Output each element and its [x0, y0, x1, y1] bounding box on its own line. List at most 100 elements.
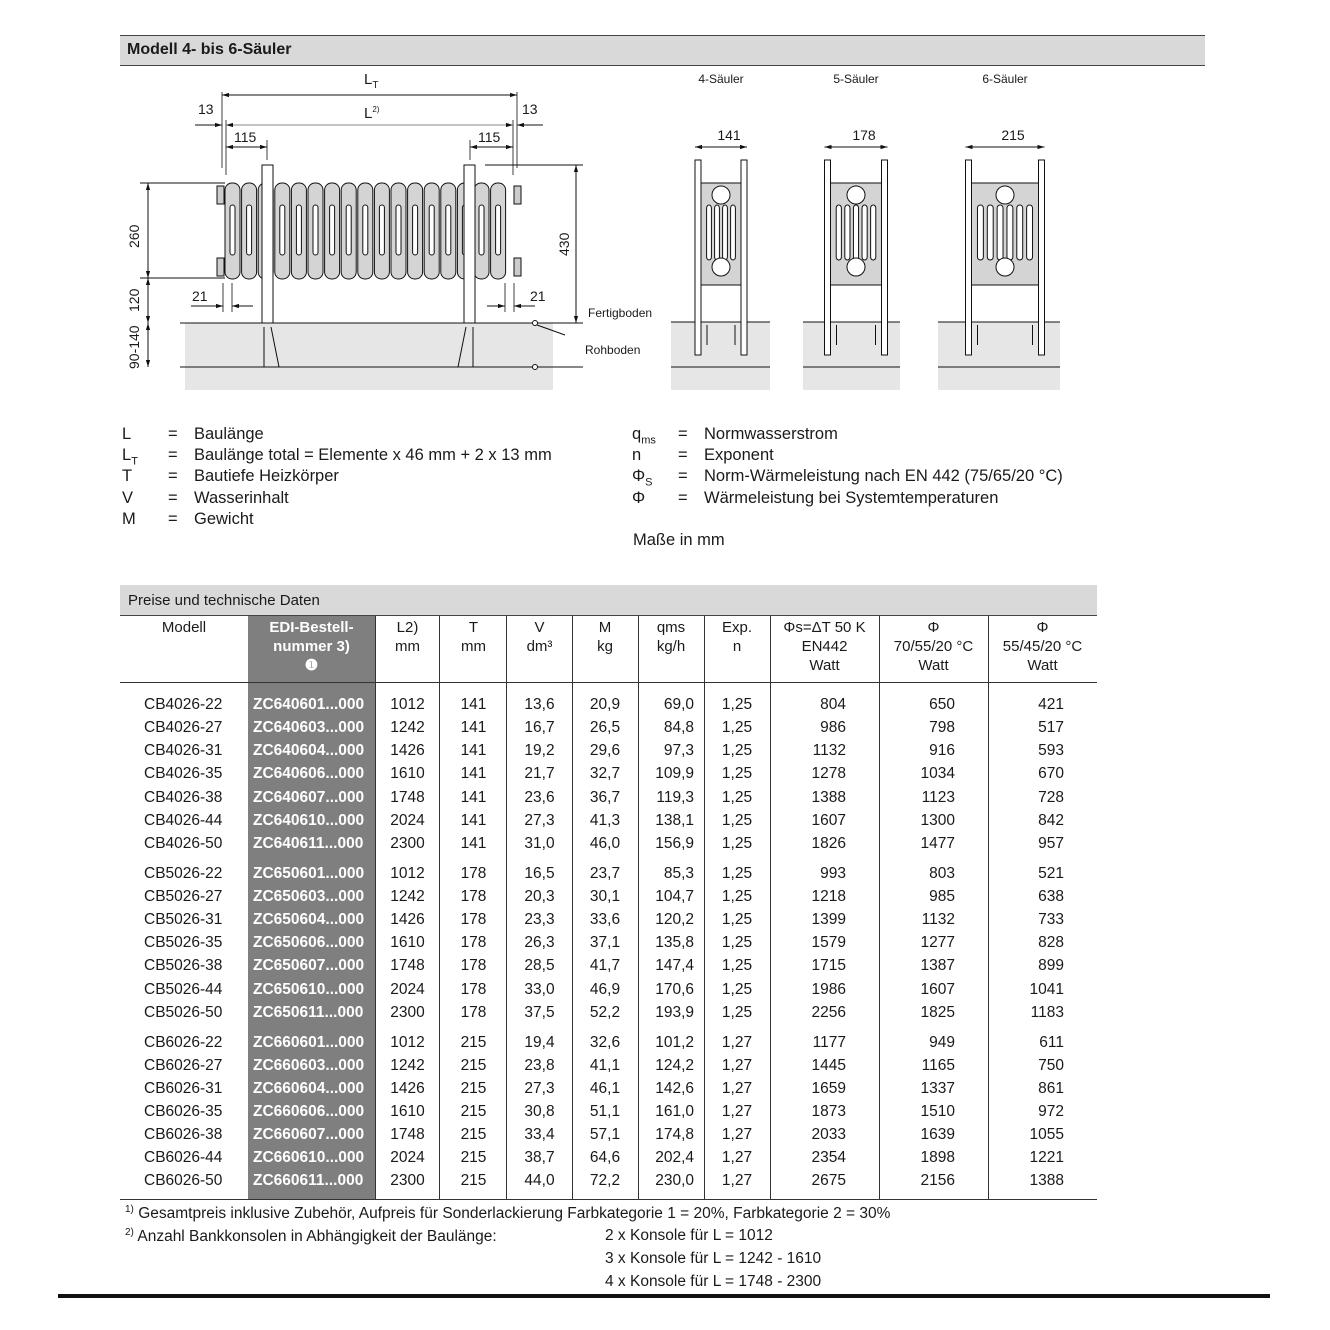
table-cell: 1,27: [721, 1149, 753, 1167]
column-header: Φs=ΔT 50 K EN442 Watt: [770, 618, 879, 682]
table-cell: 1012: [390, 1033, 425, 1051]
footnote-2-item: 3 x Konsole für L = 1242 - 1610: [605, 1250, 822, 1267]
dimension-labels: LT L2) 13 13 115 115 21 21 260 120 90-14…: [126, 71, 652, 369]
table-cell: 20,9: [589, 696, 621, 713]
order-number: ZC660611...000: [253, 1172, 364, 1190]
table-cell: 733: [1038, 911, 1064, 929]
table-cell: 1,25: [721, 957, 753, 975]
order-number: ZC660604...000: [253, 1079, 365, 1097]
table-cell: 31,0: [524, 834, 555, 852]
table-cell: 1221: [1029, 1149, 1064, 1167]
table-cell: 52,2: [589, 1003, 621, 1021]
table-cell: CB6026-44: [144, 1149, 223, 1167]
column-divider: [572, 616, 573, 1199]
front-elevation-view: [140, 92, 583, 390]
table-cell: 202,4: [655, 1149, 694, 1167]
table-cell: 1,27: [721, 1102, 753, 1120]
header-line: Watt: [1027, 657, 1058, 674]
table-cell: 141: [460, 696, 487, 713]
table-cell: 1986: [811, 980, 846, 998]
table-cell: 19,2: [524, 742, 555, 760]
legend-equals: =: [168, 446, 178, 465]
legend-text: Norm-Wärmeleistung nach EN 442 (75/65/20…: [704, 467, 1063, 486]
legend-symbol: V: [122, 488, 134, 507]
table-cell: 46,1: [589, 1079, 621, 1097]
table-cell: 728: [1038, 788, 1064, 806]
footnote-2: 2) Anzahl Bankkonsolen in Abhängigkeit d…: [125, 1227, 497, 1246]
legend-text: Exponent: [704, 446, 774, 465]
bracket-post-right: [463, 164, 476, 324]
legend-equals: =: [678, 446, 688, 465]
legend-text: Bautiefe Heizkörper: [194, 467, 339, 486]
table-cell: 37,1: [589, 934, 621, 952]
table-cell: 135,8: [655, 934, 694, 952]
table-cell: 1610: [390, 765, 425, 783]
table-cell: 32,7: [589, 765, 621, 783]
table-cell: 141: [460, 742, 487, 760]
header-line: 55/45/20 °C: [1002, 638, 1083, 655]
column-header: Φ 70/55/20 °C Watt: [879, 618, 988, 682]
table-cell: 97,3: [663, 742, 694, 760]
table-cell: 46,9: [589, 980, 621, 998]
column-divider: [879, 616, 880, 1199]
table-cell: 1607: [920, 980, 955, 998]
order-number: ZC640604...000: [253, 742, 365, 760]
table-cell: 44,0: [524, 1172, 555, 1190]
header-line: nummer 3): [273, 638, 350, 655]
table-cell: 13,6: [524, 696, 555, 713]
table-cell: 2354: [811, 1149, 846, 1167]
table-cell: 178: [460, 1003, 487, 1021]
table-cell: 611: [1039, 1033, 1064, 1051]
svg-text:260: 260: [126, 224, 142, 248]
table-cell: 2300: [390, 1172, 425, 1190]
section-title-bar: Modell 4- bis 6-Säuler: [120, 35, 1205, 66]
table-cell: CB6026-38: [144, 1126, 223, 1144]
svg-text:Rohboden: Rohboden: [585, 343, 640, 357]
table-cell: 521: [1038, 864, 1064, 882]
bottom-rule: [58, 1294, 1270, 1298]
table-cell: CB4026-44: [144, 811, 223, 829]
table-cell: 19,4: [524, 1033, 555, 1051]
order-number: ZC650610...000: [253, 980, 365, 998]
table-cell: 21,7: [524, 765, 555, 783]
table-cell: 1426: [390, 742, 425, 760]
table-cell: 38,7: [524, 1149, 555, 1167]
header-line: n: [732, 638, 742, 655]
table-cell: CB4026-50: [144, 834, 223, 852]
table-cell: CB6026-31: [144, 1079, 223, 1097]
footnote-2-item: 2 x Konsole für L = 1012: [605, 1227, 773, 1244]
floor-area: [185, 323, 553, 390]
table-cell: 1,25: [721, 864, 753, 882]
legend-symbol: L: [122, 425, 132, 443]
order-number: ZC660603...000: [253, 1056, 365, 1074]
header-line: EDI-Bestell-: [269, 619, 354, 636]
header-line: ❶: [304, 657, 319, 674]
table-cell: 215: [460, 1172, 487, 1190]
table-cell: 2024: [390, 811, 425, 829]
table-cell: 41,3: [589, 811, 621, 829]
table-cell: CB5026-50: [144, 1003, 223, 1021]
column-header: Modell: [120, 618, 248, 682]
header-divider: [120, 682, 1097, 683]
table-cell: 1,27: [721, 1126, 753, 1144]
order-number: ZC640603...000: [253, 719, 365, 737]
table-cell: 2033: [811, 1126, 846, 1144]
side-view-label: 4-Säuler: [698, 72, 743, 86]
table-cell: 1123: [921, 788, 955, 806]
table-cell: 1748: [390, 788, 425, 806]
table-cell: 124,2: [655, 1056, 694, 1074]
header-line: dm³: [526, 638, 553, 655]
table-cell: 899: [1038, 957, 1064, 975]
table-cell: 638: [1038, 887, 1064, 905]
table-cell: 2024: [390, 1149, 425, 1167]
svg-text:21: 21: [530, 288, 546, 304]
table-cell: 1607: [811, 811, 846, 829]
side-view-6-column: [938, 144, 1060, 390]
table-cell: 161,0: [655, 1102, 694, 1120]
header-line: Watt: [809, 657, 840, 674]
table-cell: CB6026-27: [144, 1056, 223, 1074]
column-header: L2) mm: [375, 618, 440, 682]
table-cell: 985: [929, 887, 955, 905]
table-cell: CB5026-35: [144, 934, 223, 952]
